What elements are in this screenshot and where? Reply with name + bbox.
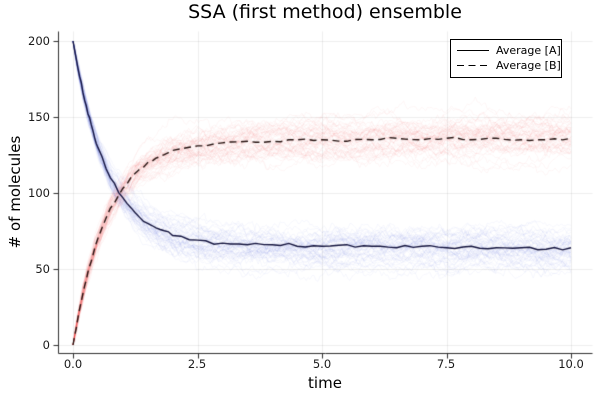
solid-line-icon [457,50,489,51]
legend-entry-average-b: Average [B] [457,58,561,73]
y-tick-label: 0 [42,338,50,352]
x-tick-label: 7.5 [436,357,456,371]
y-tick-label: 150 [28,110,50,124]
y-tick-label: 100 [28,186,50,200]
legend-label: Average [B] [496,59,561,72]
y-tick-label: 50 [35,262,50,276]
legend-entry-average-a: Average [A] [457,43,561,58]
legend-label: Average [A] [496,44,561,57]
x-tick-label: 10.0 [558,357,584,371]
dashed-line-icon [457,64,489,67]
chart-title: SSA (first method) ensemble [188,1,462,23]
x-axis-label: time [308,374,342,392]
legend: Average [A] Average [B] [450,39,562,78]
x-tick-label: 2.5 [187,357,207,371]
y-tick-label: 200 [28,34,50,48]
x-tick-label: 0.0 [63,357,83,371]
x-tick-label: 5.0 [312,357,332,371]
